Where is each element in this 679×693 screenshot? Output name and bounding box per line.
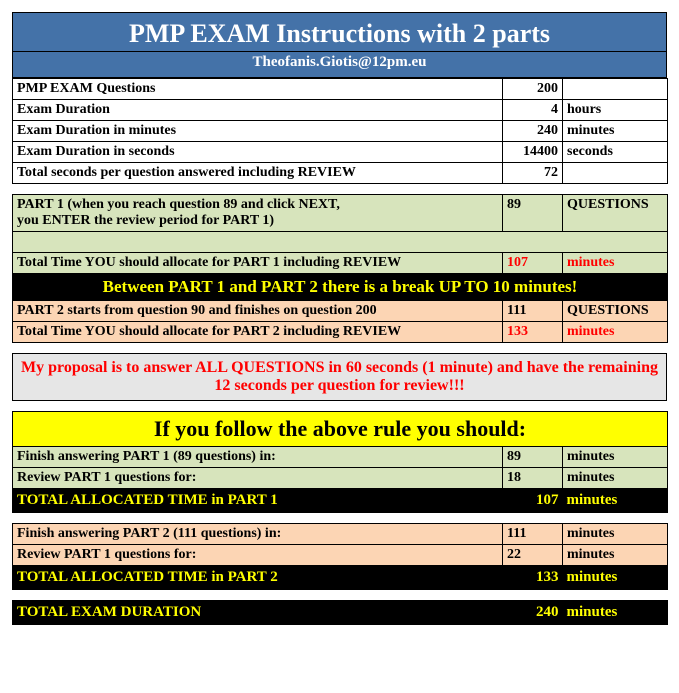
part1-desc: PART 1 (when you reach question 89 and c…: [13, 195, 503, 232]
basic-info-table: PMP EXAM Questions200Exam Duration4hours…: [12, 78, 668, 184]
spacer-row: [13, 232, 668, 253]
p1-review-label: Review PART 1 questions for:: [13, 468, 503, 489]
basic-value: 4: [503, 100, 563, 121]
basic-label: Exam Duration in seconds: [13, 142, 503, 163]
basic-row: PMP EXAM Questions200: [13, 79, 668, 100]
subtitle: Theofanis.Giotis@12pm.eu: [13, 52, 667, 78]
part1-time-unit: minutes: [563, 253, 668, 274]
parts-table: PART 1 (when you reach question 89 and c…: [12, 194, 668, 343]
basic-label: Exam Duration: [13, 100, 503, 121]
p1-review-val: 18: [503, 468, 563, 489]
p1-review-unit: minutes: [563, 468, 668, 489]
p2-total-val: 133: [503, 566, 563, 590]
basic-value: 240: [503, 121, 563, 142]
basic-unit: minutes: [563, 121, 668, 142]
p1-finish-val: 89: [503, 447, 563, 468]
basic-unit: [563, 163, 668, 184]
part1-desc-line2: you ENTER the review period for PART 1): [17, 213, 274, 228]
basic-value: 72: [503, 163, 563, 184]
p2-review-unit: minutes: [563, 545, 668, 566]
basic-label: Exam Duration in minutes: [13, 121, 503, 142]
p2-review-label: Review PART 1 questions for:: [13, 545, 503, 566]
p2-finish-label: Finish answering PART 2 (111 questions) …: [13, 524, 503, 545]
basic-label: Total seconds per question answered incl…: [13, 163, 503, 184]
proposal-text: My proposal is to answer ALL QUESTIONS i…: [13, 354, 667, 401]
part2-time-label: Total Time YOU should allocate for PART …: [13, 322, 503, 343]
p2-total-unit: minutes: [563, 566, 668, 590]
part1-time-label: Total Time YOU should allocate for PART …: [13, 253, 503, 274]
basic-row: Exam Duration in minutes240minutes: [13, 121, 668, 142]
part1-q-val: 89: [503, 195, 563, 232]
p2-finish-val: 111: [503, 524, 563, 545]
basic-label: PMP EXAM Questions: [13, 79, 503, 100]
part2-q-unit: QUESTIONS: [563, 301, 668, 322]
p1-total-val: 107: [503, 489, 563, 513]
p2-finish-unit: minutes: [563, 524, 668, 545]
follow-rule-table: If you follow the above rule you should:…: [12, 411, 668, 513]
basic-unit: seconds: [563, 142, 668, 163]
p2-total-label: TOTAL ALLOCATED TIME in PART 2: [13, 566, 503, 590]
basic-row: Exam Duration4hours: [13, 100, 668, 121]
part2-calc-table: Finish answering PART 2 (111 questions) …: [12, 523, 668, 590]
part2-desc: PART 2 starts from question 90 and finis…: [13, 301, 503, 322]
basic-unit: [563, 79, 668, 100]
follow-heading: If you follow the above rule you should:: [13, 412, 668, 447]
basic-value: 200: [503, 79, 563, 100]
grand-val: 240: [503, 601, 563, 625]
part1-time-val: 107: [503, 253, 563, 274]
between-break: Between PART 1 and PART 2 there is a bre…: [13, 274, 668, 301]
p2-review-val: 22: [503, 545, 563, 566]
title: PMP EXAM Instructions with 2 parts: [13, 13, 667, 52]
header-table: PMP EXAM Instructions with 2 parts Theof…: [12, 12, 667, 78]
p1-finish-unit: minutes: [563, 447, 668, 468]
p1-total-label: TOTAL ALLOCATED TIME in PART 1: [13, 489, 503, 513]
p1-total-unit: minutes: [563, 489, 668, 513]
part2-time-val: 133: [503, 322, 563, 343]
grand-label: TOTAL EXAM DURATION: [13, 601, 503, 625]
instruction-sheet: PMP EXAM Instructions with 2 parts Theof…: [12, 12, 667, 625]
basic-row: Total seconds per question answered incl…: [13, 163, 668, 184]
part1-desc-line1: PART 1 (when you reach question 89 and c…: [17, 197, 340, 212]
p1-finish-label: Finish answering PART 1 (89 questions) i…: [13, 447, 503, 468]
grand-unit: minutes: [563, 601, 668, 625]
basic-value: 14400: [503, 142, 563, 163]
basic-row: Exam Duration in seconds14400seconds: [13, 142, 668, 163]
grand-total-table: TOTAL EXAM DURATION 240 minutes: [12, 600, 668, 625]
part1-q-unit: QUESTIONS: [563, 195, 668, 232]
part2-q-val: 111: [503, 301, 563, 322]
basic-unit: hours: [563, 100, 668, 121]
part2-time-unit: minutes: [563, 322, 668, 343]
proposal-table: My proposal is to answer ALL QUESTIONS i…: [12, 353, 667, 401]
